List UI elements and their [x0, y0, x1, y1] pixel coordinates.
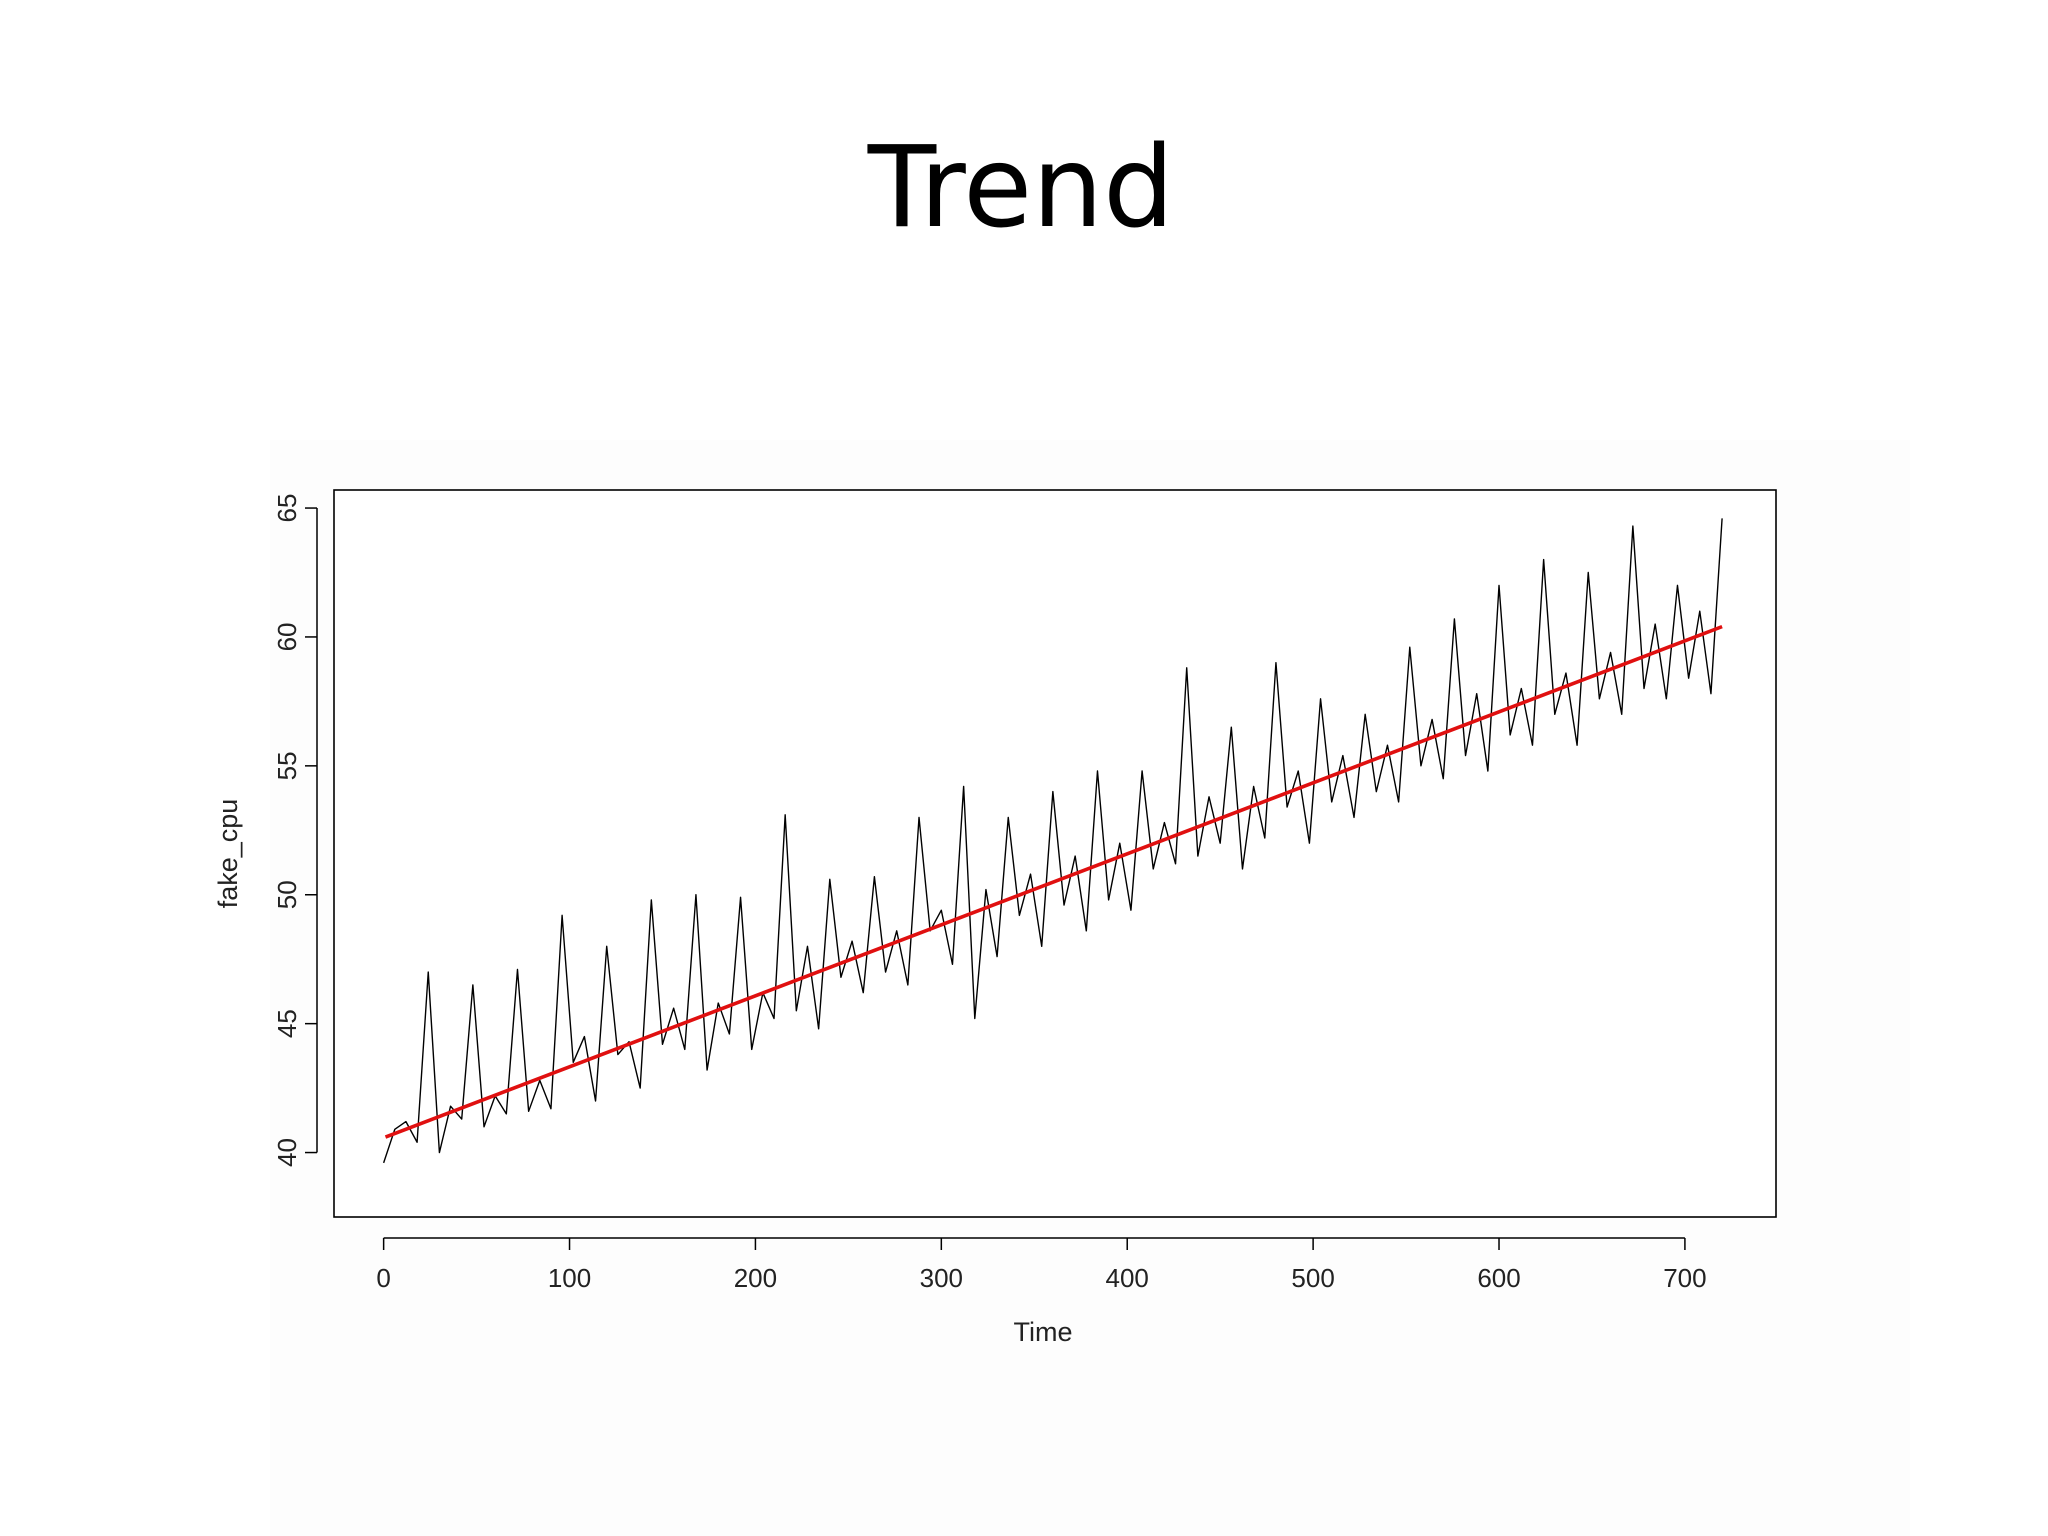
x-tick-label: 700 [1663, 1263, 1706, 1293]
x-tick-label: 400 [1106, 1263, 1149, 1293]
y-tick-label: 50 [272, 880, 302, 909]
x-tick-label: 200 [734, 1263, 777, 1293]
y-tick-label: 65 [272, 494, 302, 523]
x-tick-label: 0 [376, 1263, 390, 1293]
y-tick-label: 55 [272, 751, 302, 780]
x-axis-title: Time [1014, 1317, 1073, 1347]
x-tick-label: 600 [1477, 1263, 1520, 1293]
plot-frame [333, 489, 1777, 1218]
x-tick-label: 500 [1291, 1263, 1334, 1293]
y-axis-title: fake_cpu [213, 799, 243, 909]
slide-title: Trend [867, 123, 1175, 253]
y-tick-label: 60 [272, 622, 302, 651]
y-tick-label: 40 [272, 1138, 302, 1167]
y-tick-label: 45 [272, 1009, 302, 1038]
x-tick-label: 300 [920, 1263, 963, 1293]
series-line [382, 518, 1723, 1164]
trend-line [384, 624, 1723, 1139]
x-tick-label: 100 [548, 1263, 591, 1293]
